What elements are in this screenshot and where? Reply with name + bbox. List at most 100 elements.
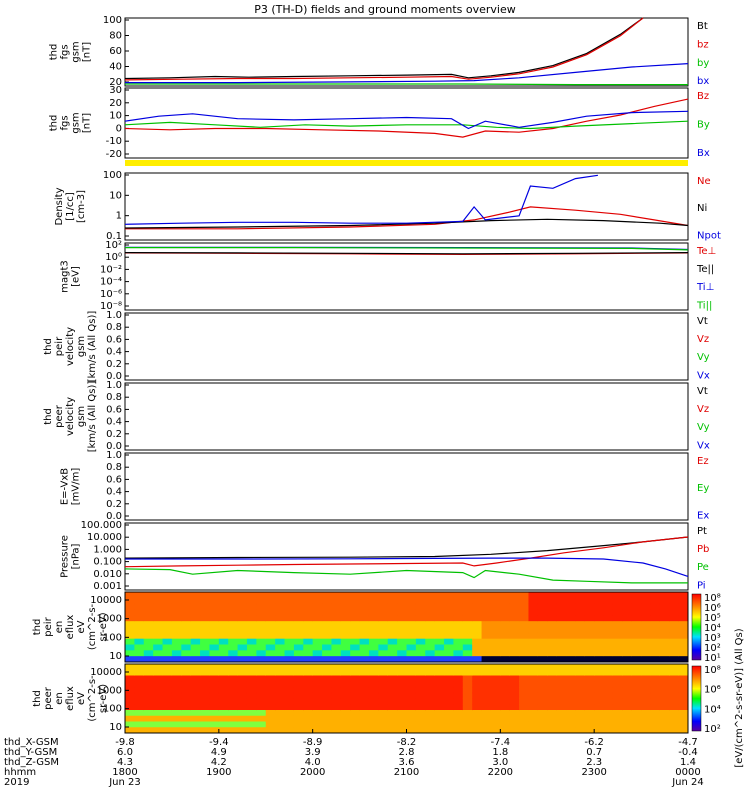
peir_velocity-ytick: 0.6: [106, 334, 122, 345]
mom_temperature-legend-0: Te⊥: [696, 246, 716, 257]
peer_velocity-ytick: 1.0: [106, 380, 122, 391]
panel-fgs_components: 30 20 100 -10 -20 Bz By Bx thdfgsgsm[nT]: [49, 85, 710, 160]
fgs_btotal-ytick: 80: [109, 31, 122, 42]
peir_spectrogram-cbar-tick: 10¹: [704, 653, 721, 664]
panel-peir_velocity: 1.00.80.6 0.40.20.0 Vt Vz Vy Vx thdpeirvelocit…: [43, 310, 710, 382]
fgs_btotal-legend-3: bx: [697, 76, 709, 87]
fgs_btotal-series-bx: [125, 63, 689, 84]
peir_velocity-legend-3: Vx: [697, 370, 710, 381]
mom_density-series-Ni: [124, 218, 689, 229]
mom_density-ylabel: Density[1/cc][cm-3]: [54, 187, 87, 225]
fgs_btotal-series-bz: [124, 17, 644, 81]
mom_density-legend-2: Npot: [697, 230, 721, 241]
xaxis-value: 2100: [394, 767, 419, 778]
pressure-ytick: 1.000: [93, 544, 122, 555]
mom_temperature-ytick: 10⁻⁴: [100, 277, 122, 288]
fgs_components-legend-1: By: [697, 120, 710, 131]
xaxis-value: -9.4: [209, 737, 229, 748]
fgs_btotal-legend-1: bz: [697, 39, 709, 50]
fgs_btotal-ytick: 60: [109, 46, 122, 57]
xaxis-year: 2019: [4, 777, 29, 788]
mom_temperature-ytick: 10⁰: [105, 252, 122, 263]
xaxis-value: 2300: [581, 767, 606, 778]
mom_temperature-ytick: 10⁻⁶: [100, 289, 122, 300]
peir_spectrogram-heatmap: [125, 592, 689, 663]
efield-ytick: 0.8: [106, 462, 122, 473]
panel-mom_density: 100 10 1 0.1 Ne Ni Npot Density[1/cc][cm-3]: [54, 170, 721, 242]
mom_density-ytick: 1: [116, 211, 122, 222]
xaxis-value: 3.0: [492, 757, 508, 768]
xaxis-value: 1.8: [492, 747, 508, 758]
peer_spectrogram-cbar-tick: 10⁶: [704, 685, 721, 696]
peir_spectrogram-ytick: 10000: [90, 595, 122, 606]
pressure-ytick: 10.000: [87, 532, 122, 543]
fgs_components-ytick: 10: [109, 111, 122, 122]
fgs_btotal-ytick: 20: [109, 77, 122, 88]
efield-ytick: 0.4: [106, 487, 122, 498]
mom_density-ytick: 10: [109, 190, 122, 201]
peer_spectrogram-colorbar: 10⁸ 10⁶ 10⁴ 10²: [691, 665, 721, 735]
fgs_components-series-By: [124, 120, 689, 130]
mom_temperature-legend-1: Te||: [696, 264, 714, 275]
mom_density-series-Npot: [124, 174, 598, 225]
peir_spectrogram-ytick: 1000: [97, 614, 122, 625]
peir_spectrogram-cbar-tick: 10⁸: [704, 593, 721, 604]
xaxis-value: 2000: [300, 767, 325, 778]
peir_spectrogram-cbar-tick: 10⁴: [704, 623, 721, 634]
fgs_components-ytick: -10: [106, 136, 122, 147]
pressure-legend-1: Pb: [697, 544, 709, 555]
pressure-legend-0: Pt: [697, 526, 707, 537]
peer_velocity-ytick: 0.8: [106, 392, 122, 403]
peer_spectrogram-ytick: 1000: [97, 685, 122, 696]
peer_velocity-legend-3: Vx: [697, 440, 710, 451]
mom_temperature-ytick: 10²: [105, 240, 122, 251]
mom_temperature-legend-2: Ti⊥: [696, 282, 714, 293]
peer_spectrogram-ytick: 100: [103, 704, 122, 715]
peir_velocity-ytick: 0.2: [106, 359, 122, 370]
status-bar: [125, 160, 688, 166]
peir_velocity-ylabel: thdpeirvelocitygsm[km/s (All Qs)]: [43, 311, 98, 383]
xaxis-value: 4.2: [211, 757, 227, 768]
fgs_components-ylabel: thdfgsgsm[nT]: [49, 112, 93, 133]
peir_spectrogram-cbar-tick: 10⁶: [704, 603, 721, 614]
fgs_btotal-series-by: [125, 83, 688, 86]
panel-efield: 1.00.80.6 0.40.20.0 Ez Ey Ex E=-VxB[mV/m]: [60, 450, 710, 522]
pressure-ytick: 100.000: [81, 520, 122, 531]
peer_velocity-ytick: 0.0: [106, 441, 122, 452]
xaxis-value: -6.2: [584, 737, 604, 748]
peir_spectrogram-cbar-tick: 10⁵: [704, 613, 721, 624]
peer_velocity-legend-0: Vt: [697, 386, 708, 397]
xaxis-value: -8.2: [397, 737, 417, 748]
mom_temperature-legend-3: Ti||: [696, 300, 712, 311]
peir_velocity-legend-1: Vz: [697, 334, 709, 345]
mom_temperature-ylabel: magt3[eV]: [60, 260, 82, 293]
xaxis-value: 4.9: [211, 747, 227, 758]
pressure-series-Pi: [125, 557, 689, 577]
peir_spectrogram-ytick: 10: [109, 651, 122, 662]
efield-ytick: 0.0: [106, 511, 122, 522]
fgs_components-ytick: 20: [109, 98, 122, 109]
mom_density-ytick: 100: [103, 170, 122, 181]
peer_velocity-ytick: 0.2: [106, 429, 122, 440]
pressure-series-Pb: [124, 536, 689, 568]
pressure-series-Pt: [124, 536, 689, 559]
peer_velocity-ytick: 0.6: [106, 404, 122, 415]
fgs_components-ytick: -20: [106, 149, 122, 160]
xaxis-value: 2.8: [399, 747, 415, 758]
efield-legend-2: Ex: [697, 510, 709, 521]
xaxis-value: 4.0: [305, 757, 321, 768]
peer_spectrogram-ylabel: thdpeerenefluxeV(cm^2-s-sr-eV): [32, 675, 109, 722]
xaxis-value: 0.7: [586, 747, 602, 758]
pressure-ytick: 0.010: [93, 569, 122, 580]
xaxis-value: -8.9: [303, 737, 323, 748]
peer_velocity-ylabel: thdpeervelocitygsm[km/s (All Qs)]: [43, 381, 98, 453]
xaxis-value: -9.8: [115, 737, 135, 748]
colorbar-label: [eV/(cm^2-s-sr-eV)] (All Qs): [734, 628, 745, 767]
mom_temperature-ytick: 10⁻²: [100, 264, 122, 275]
xaxis-value: 2.3: [586, 757, 602, 768]
peer_spectrogram-heatmap: [125, 664, 689, 734]
peir_spectrogram-ytick: 100: [103, 632, 122, 643]
xaxis-row-label: thd_Z-GSM: [4, 757, 59, 768]
